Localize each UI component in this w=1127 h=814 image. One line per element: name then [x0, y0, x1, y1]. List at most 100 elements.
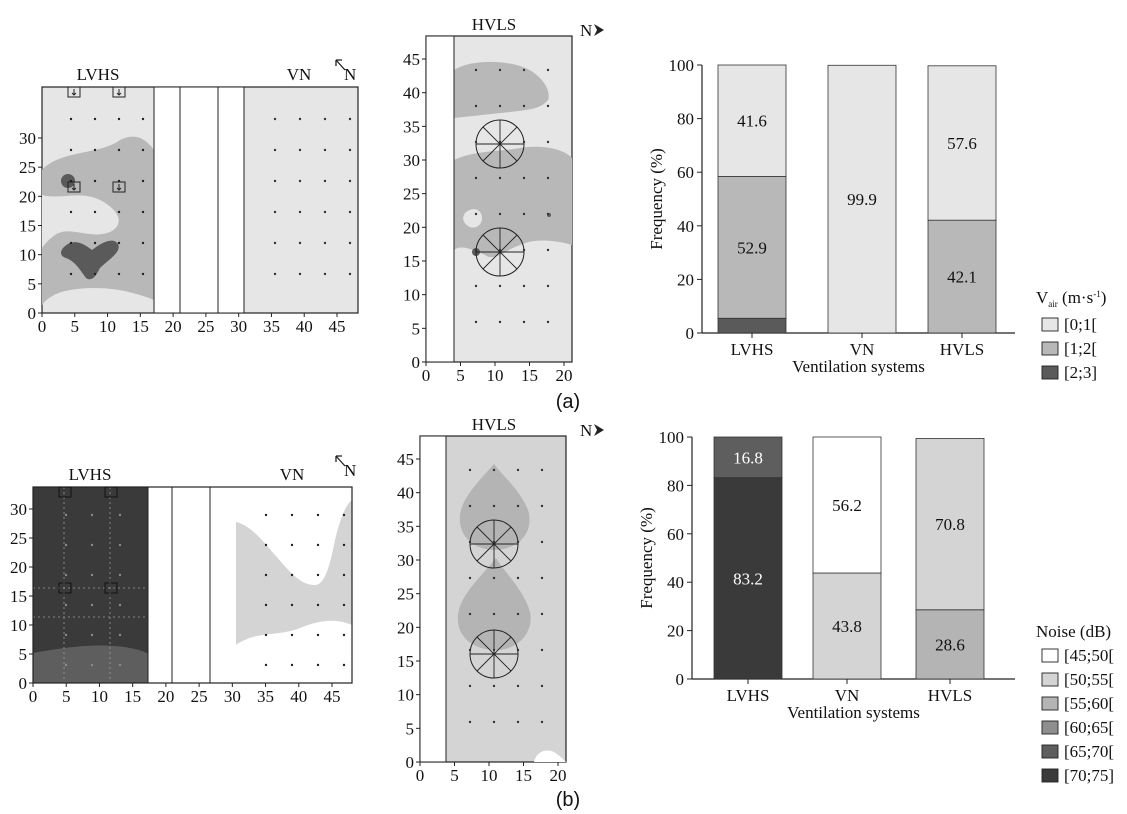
left-map-b-fans	[58, 486, 118, 594]
sample-point	[69, 117, 73, 121]
y-tick-label: 20	[397, 618, 414, 637]
data-label: 52.9	[737, 238, 767, 257]
sample-point	[290, 513, 294, 517]
sample-point	[316, 543, 320, 547]
sample-point	[290, 573, 294, 577]
left-map-a-contour-dark-spot	[61, 174, 75, 188]
hvls-map-b-y-axis: 0 5 10 15 20 25 30 35 40 45	[397, 450, 420, 772]
sample-point	[90, 663, 94, 667]
sample-point	[298, 241, 302, 245]
y-tick-label: 45	[397, 450, 414, 469]
left-map-b-frame	[32, 486, 353, 684]
sample-point	[492, 504, 496, 508]
sample-point	[141, 117, 145, 121]
y-tick-label: 10	[403, 286, 420, 305]
data-label: 99.9	[847, 190, 877, 209]
fan-arrow	[71, 89, 77, 96]
sample-point	[64, 513, 68, 517]
north-label-b: N	[344, 461, 356, 480]
bar-segment	[927, 219, 997, 334]
sample-point	[264, 603, 268, 607]
y-tick-label: 15	[403, 252, 420, 271]
y-tick-label: 100	[669, 56, 695, 75]
sample-point	[117, 148, 121, 152]
bar-segment	[812, 436, 882, 574]
y-tick-label: 60	[667, 525, 684, 544]
sample-point	[141, 148, 145, 152]
data-label: 83.2	[733, 569, 763, 588]
lvhs-title-a: LVHS	[77, 65, 120, 84]
sample-point	[118, 573, 122, 577]
y-axis-label: Frequency (%)	[647, 148, 666, 250]
sample-point	[290, 633, 294, 637]
sample-point	[516, 576, 520, 580]
sample-point	[492, 684, 496, 688]
fan-box	[104, 486, 118, 498]
sample-point	[474, 176, 478, 180]
panel-a: LVHS VN N 0 5 10 15 20 25 30 0 5 10 15 20 25 30 35 40 4…	[19, 15, 1106, 413]
y-tick-label: 40	[403, 84, 420, 103]
sample-point	[474, 104, 478, 108]
hvls-map-a-x-axis: 0 5 10 15 20	[422, 362, 573, 385]
y-tick-label: 20	[10, 558, 27, 577]
x-tick-label: 5	[450, 766, 459, 785]
sample-point	[323, 117, 327, 121]
y-tick-label: 30	[19, 129, 36, 148]
y-tick-label: 10	[19, 246, 36, 265]
sample-point	[498, 68, 502, 72]
vn-title-a: VN	[287, 65, 312, 84]
y-axis-label: Frequency (%)	[637, 507, 656, 609]
hvls-fan-icon	[469, 519, 519, 569]
bar-segment	[717, 176, 787, 319]
sample-point	[117, 179, 121, 183]
sample-point	[492, 540, 496, 544]
legend-label: [45;50[	[1064, 646, 1114, 665]
y-tick-label: 15	[397, 652, 414, 671]
y-tick-label: 20	[19, 187, 36, 206]
panel-b-label: (b)	[556, 789, 580, 811]
x-tick-label: 40	[296, 317, 313, 336]
sample-point	[90, 543, 94, 547]
legend-label: [0;1[	[1064, 315, 1097, 334]
bar-segment	[915, 438, 985, 611]
y-tick-label: 20	[677, 270, 694, 289]
vn-title-b: VN	[280, 465, 305, 484]
x-tick-label: 25	[191, 687, 208, 706]
legend-a-title: Vair (m·s-1)	[1036, 288, 1106, 309]
sample-point	[64, 603, 68, 607]
sample-point	[522, 248, 526, 252]
hvls-map-a-contour-middle-gap	[463, 209, 482, 228]
sample-point	[117, 210, 121, 214]
sample-point	[492, 576, 496, 580]
x-tick-label: 20	[165, 317, 182, 336]
sample-point	[546, 248, 550, 252]
sample-point	[348, 241, 352, 245]
fan-box	[112, 86, 126, 98]
y-tick-label: 30	[397, 551, 414, 570]
sample-point	[93, 272, 97, 276]
sample-point	[516, 684, 520, 688]
y-tick-label: 5	[406, 719, 415, 738]
sample-point	[474, 140, 478, 144]
sample-point	[298, 272, 302, 276]
y-tick-label: 80	[667, 476, 684, 495]
x-tick-label: LVHS	[727, 686, 770, 705]
sample-point	[546, 68, 550, 72]
north-label-hvls-b: N	[580, 421, 592, 440]
sample-point	[546, 176, 550, 180]
sample-point	[540, 648, 544, 652]
sample-point	[348, 117, 352, 121]
x-tick-label: 20	[556, 366, 573, 385]
north-label-hvls-a: N	[580, 21, 592, 40]
y-tick-label: 40	[677, 217, 694, 236]
y-tick-label: 20	[667, 622, 684, 641]
y-tick-label: 5	[28, 275, 37, 294]
x-tick-label: 15	[132, 317, 149, 336]
x-tick-label: 10	[487, 366, 504, 385]
data-label: 57.6	[947, 134, 977, 153]
sample-point	[468, 504, 472, 508]
x-tick-label: VN	[835, 686, 860, 705]
legend-label: [55;60[	[1064, 694, 1114, 713]
y-tick-label: 25	[397, 585, 414, 604]
legend-label: [2;3]	[1064, 363, 1097, 382]
